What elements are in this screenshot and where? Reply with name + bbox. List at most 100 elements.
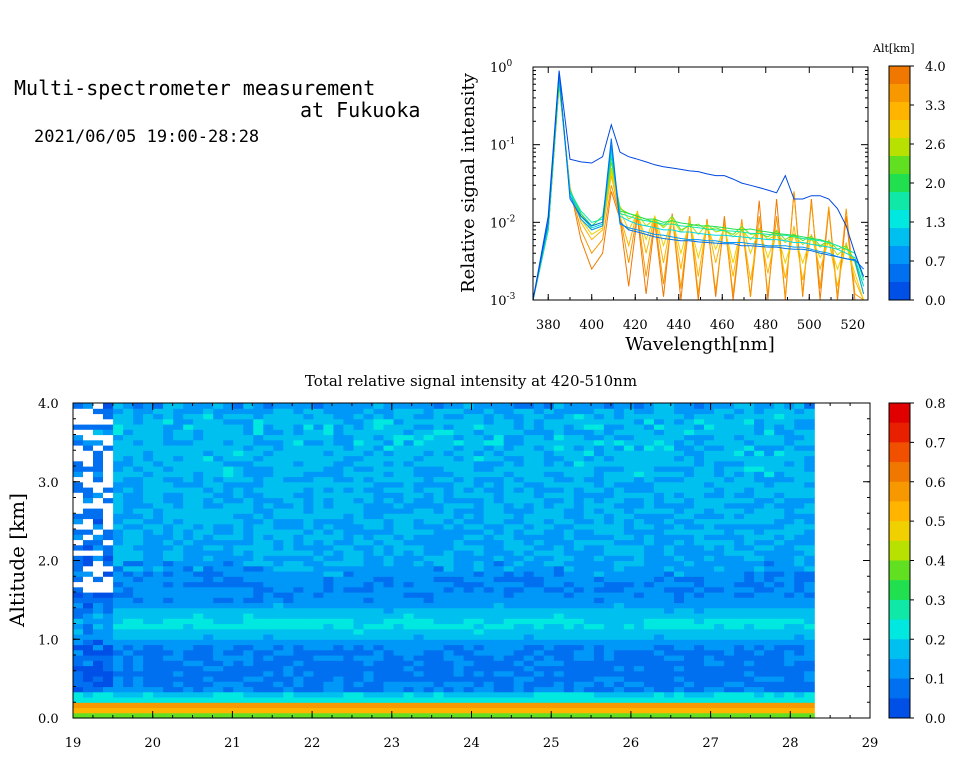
heatmap-cell bbox=[333, 597, 344, 604]
heatmap-cell bbox=[764, 492, 775, 499]
heatmap-cell bbox=[393, 518, 405, 525]
heatmap-cell bbox=[513, 513, 525, 520]
heatmap-cell bbox=[383, 597, 395, 604]
heatmap-cell bbox=[323, 439, 334, 446]
heatmap-cell bbox=[233, 534, 244, 541]
heatmap-cell bbox=[393, 439, 405, 446]
heatmap-cell bbox=[353, 681, 365, 688]
heatmap-cell bbox=[303, 434, 314, 441]
heatmap-cell bbox=[243, 628, 254, 635]
heatmap-cell bbox=[724, 634, 735, 640]
heatmap-cell bbox=[543, 686, 555, 693]
heatmap-cell bbox=[613, 607, 625, 614]
heatmap-cell bbox=[704, 623, 715, 630]
heatmap-cell bbox=[744, 639, 755, 646]
heatmap-cell bbox=[173, 676, 184, 682]
heatmap-cell bbox=[273, 523, 284, 530]
heatmap-cell bbox=[433, 529, 445, 535]
heatmap-cell bbox=[684, 697, 695, 703]
heatmap-cell bbox=[523, 476, 535, 483]
heatmap-cell bbox=[523, 424, 535, 430]
heatmap-cell bbox=[373, 670, 385, 677]
heatmap-cell bbox=[463, 644, 475, 651]
heatmap-cell bbox=[724, 539, 735, 546]
heatmap-cell bbox=[513, 439, 525, 446]
heatmap-cell bbox=[103, 550, 114, 556]
heatmap-cell bbox=[153, 476, 164, 483]
heatmap-cell bbox=[393, 408, 405, 415]
heatmap-cell bbox=[643, 481, 655, 488]
heatmap-cell bbox=[353, 492, 365, 499]
heatmap-cell bbox=[433, 445, 445, 451]
heatmap-cell bbox=[323, 529, 334, 535]
heatmap-cell bbox=[794, 592, 805, 598]
heatmap-cell bbox=[613, 592, 625, 598]
heatmap-cell bbox=[694, 466, 705, 472]
heatmap-x-tick-label: 22 bbox=[304, 736, 321, 751]
heatmap-cell bbox=[653, 565, 665, 572]
heatmap-cell bbox=[714, 408, 725, 415]
heatmap-cell bbox=[593, 439, 605, 446]
altitude-colorbar-swatch bbox=[889, 192, 910, 211]
heatmap-cell bbox=[383, 697, 395, 703]
heatmap-cell bbox=[533, 607, 545, 614]
heatmap-cell bbox=[433, 523, 445, 530]
heatmap-cell bbox=[704, 560, 715, 567]
heatmap-cell bbox=[443, 413, 455, 420]
heatmap-cell bbox=[303, 476, 314, 483]
heatmap-cell bbox=[183, 565, 194, 572]
heatmap-cell bbox=[423, 681, 435, 688]
heatmap-cell bbox=[403, 686, 415, 693]
heatmap-cell bbox=[213, 592, 224, 598]
heatmap-cell bbox=[573, 518, 585, 525]
heatmap-cell bbox=[674, 655, 685, 661]
heatmap-cell bbox=[603, 439, 615, 446]
heatmap-cell bbox=[103, 592, 114, 598]
heatmap-cell bbox=[253, 539, 264, 546]
heatmap-cell bbox=[744, 697, 755, 703]
heatmap-cell bbox=[103, 508, 114, 514]
heatmap-cell bbox=[684, 597, 695, 604]
heatmap-cell bbox=[734, 576, 745, 583]
heatmap-cell bbox=[463, 702, 475, 709]
heatmap-cell bbox=[593, 544, 605, 551]
heatmap-cell bbox=[764, 707, 775, 714]
heatmap-cell bbox=[764, 602, 775, 609]
heatmap-cell bbox=[774, 466, 785, 472]
heatmap-cell bbox=[463, 434, 475, 441]
heatmap-cell bbox=[473, 408, 485, 415]
heatmap-cell bbox=[774, 544, 785, 551]
heatmap-cell bbox=[443, 481, 455, 488]
heatmap-cell bbox=[613, 634, 625, 640]
heatmap-cell bbox=[263, 408, 274, 415]
heatmap-cell bbox=[93, 676, 104, 682]
heatmap-cell bbox=[664, 523, 675, 530]
heatmap-cell bbox=[543, 424, 555, 430]
heatmap-cell bbox=[664, 712, 675, 719]
heatmap-cell bbox=[493, 571, 505, 577]
heatmap-cell bbox=[513, 523, 525, 530]
heatmap-cell bbox=[754, 523, 765, 530]
heatmap-cell bbox=[83, 418, 94, 425]
heatmap-cell bbox=[794, 623, 805, 630]
heatmap-cell bbox=[704, 466, 715, 472]
heatmap-cell bbox=[533, 502, 545, 509]
heatmap-cell bbox=[563, 450, 575, 457]
heatmap-cell bbox=[73, 418, 84, 425]
heatmap-cell bbox=[674, 560, 685, 567]
heatmap-cell bbox=[503, 660, 515, 667]
heatmap-cell bbox=[243, 676, 254, 682]
heatmap-cell bbox=[784, 634, 795, 640]
heatmap-cell bbox=[83, 697, 94, 703]
heatmap-cell bbox=[613, 476, 625, 483]
heatmap-cell bbox=[674, 639, 685, 646]
heatmap-cell bbox=[513, 529, 525, 535]
heatmap-cell bbox=[503, 691, 515, 698]
heatmap-cell bbox=[734, 607, 745, 614]
heatmap-cell bbox=[233, 513, 244, 520]
heatmap-cell bbox=[633, 502, 645, 509]
heatmap-cell bbox=[804, 544, 815, 551]
heatmap-cell bbox=[223, 445, 234, 451]
heatmap-cell bbox=[163, 434, 174, 441]
heatmap-cell bbox=[684, 581, 695, 588]
